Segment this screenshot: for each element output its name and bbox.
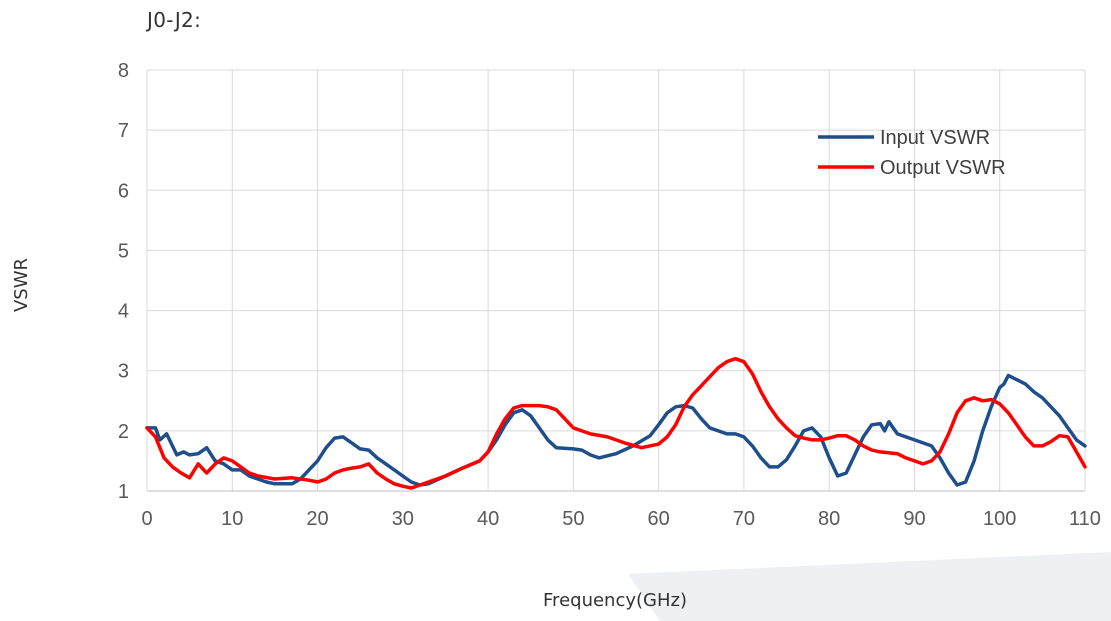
- x-tick-label: 60: [648, 508, 670, 530]
- x-tick-label: 100: [983, 508, 1016, 530]
- y-tick-label: 8: [118, 60, 129, 82]
- x-tick-label: 30: [392, 508, 414, 530]
- x-axis-ticks: 0 10 20 30 40 50 60 70 80 90 100 110: [141, 508, 1101, 530]
- grid-lines: [146, 69, 1086, 492]
- x-axis-title: Frequency(GHz): [543, 590, 687, 611]
- y-axis-title: VSWR: [11, 258, 32, 312]
- x-tick-label: 10: [221, 508, 243, 530]
- x-tick-label: 110: [1069, 508, 1101, 530]
- y-tick-label: 6: [118, 180, 129, 202]
- x-tick-label: 40: [477, 508, 499, 530]
- y-tick-label: 2: [118, 421, 129, 443]
- y-tick-label: 1: [118, 481, 129, 503]
- x-tick-label: 20: [306, 508, 328, 530]
- x-tick-label: 90: [903, 508, 925, 530]
- y-tick-label: 5: [118, 240, 129, 262]
- y-tick-label: 3: [118, 361, 129, 383]
- legend-label: Output VSWR: [880, 157, 1006, 179]
- series-line-output-vswr: [145, 356, 1087, 490]
- caption-label: J0-J2:: [147, 8, 202, 32]
- x-tick-label: 80: [818, 508, 840, 530]
- series-layer: [145, 356, 1087, 490]
- x-tick-label: 0: [141, 508, 152, 530]
- y-axis-ticks: 1 2 3 4 5 6 7 8: [118, 60, 129, 503]
- chart-legend: Input VSWR Output VSWR: [818, 127, 1006, 179]
- x-tick-label: 50: [562, 508, 584, 530]
- y-tick-label: 7: [118, 120, 129, 142]
- x-tick-label: 70: [733, 508, 755, 530]
- legend-label: Input VSWR: [880, 127, 990, 149]
- series-line-input-vswr: [145, 373, 1087, 487]
- y-tick-label: 4: [118, 301, 129, 323]
